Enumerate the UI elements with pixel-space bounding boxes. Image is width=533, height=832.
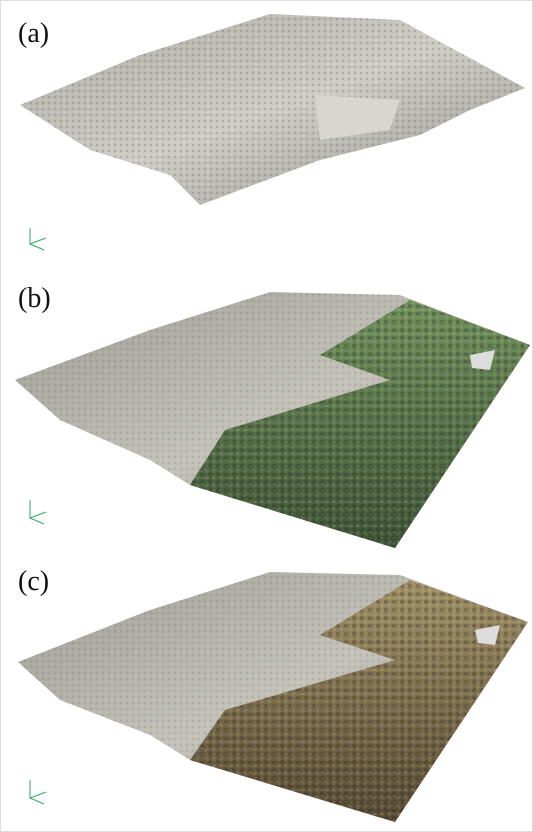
panel-label: (b) — [18, 283, 51, 314]
figure: (a) (b) (c) — [0, 0, 533, 832]
panel-label: (a) — [18, 18, 49, 49]
panel-label: (c) — [18, 566, 49, 597]
